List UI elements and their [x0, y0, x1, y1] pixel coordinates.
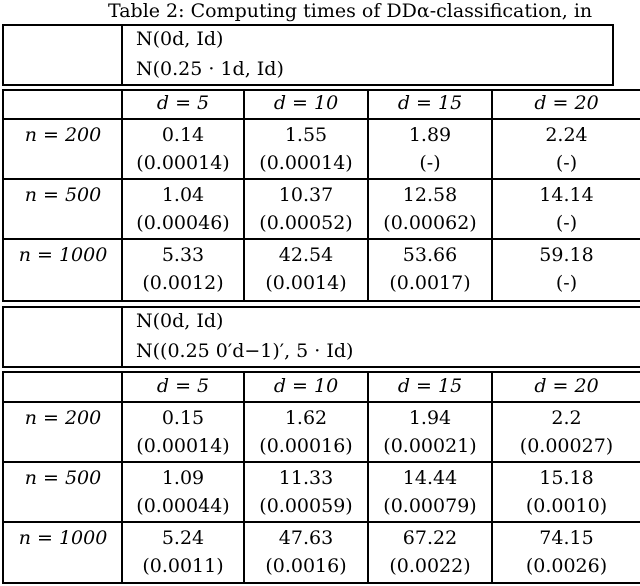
row-label: n = 1000 [18, 527, 108, 549]
time-value: 10.37 [278, 184, 334, 206]
error-value: (-) [555, 212, 578, 234]
header-d20: d = 20 [534, 92, 599, 114]
error-value: (0.00014) [259, 152, 353, 174]
distribution-line-2: N(0.25 · 1d, Id) [136, 58, 284, 80]
error-value: (0.00014) [136, 435, 230, 457]
row-label: n = 1000 [18, 244, 108, 266]
time-value: 1.04 [161, 184, 205, 206]
table-caption: Table 2: Computing times of DDα-classifi… [108, 0, 593, 22]
row-label: n = 200 [24, 407, 102, 429]
time-value: 1.62 [284, 407, 328, 429]
time-value: 5.33 [161, 244, 205, 266]
time-value: 0.15 [161, 407, 205, 429]
error-value: (0.0012) [142, 272, 224, 294]
error-value: (0.00059) [259, 495, 353, 517]
error-value: (-) [419, 152, 441, 174]
error-value: (0.0017) [389, 272, 471, 294]
error-value: (0.0014) [265, 272, 347, 294]
time-value: 14.44 [402, 467, 458, 489]
error-value: (0.0011) [142, 555, 224, 577]
time-value: 14.14 [539, 184, 594, 206]
error-value: (0.00052) [259, 212, 353, 234]
error-value: (0.0022) [389, 555, 471, 577]
distribution-line-2: N((0.25 0′d−1)′, 5 · Id) [136, 340, 354, 362]
time-value: 0.14 [161, 124, 205, 146]
header-d15: d = 15 [397, 375, 463, 397]
header-d5: d = 5 [156, 92, 210, 114]
error-value: (-) [555, 152, 578, 174]
error-value: (0.00021) [383, 435, 477, 457]
header-d20: d = 20 [534, 375, 599, 397]
time-value: 15.18 [539, 467, 594, 489]
time-value: 12.58 [402, 184, 458, 206]
time-value: 1.55 [284, 124, 328, 146]
header-d5: d = 5 [156, 375, 210, 397]
error-value: (0.00016) [259, 435, 353, 457]
row-label: n = 500 [24, 184, 102, 206]
time-value: 1.09 [161, 467, 205, 489]
distribution-line-1: N(0d, Id) [136, 28, 224, 50]
error-value: (-) [555, 272, 578, 294]
time-value: 42.54 [278, 244, 334, 266]
error-value: (0.00027) [519, 435, 614, 457]
row-label: n = 200 [24, 124, 102, 146]
header-d10: d = 10 [273, 375, 339, 397]
error-value: (0.0016) [265, 555, 347, 577]
time-value: 2.2 [551, 407, 582, 429]
error-value: (0.00044) [136, 495, 230, 517]
time-value: 53.66 [402, 244, 458, 266]
error-value: (0.00079) [383, 495, 477, 517]
error-value: (0.0010) [525, 495, 608, 517]
time-value: 74.15 [539, 527, 594, 549]
error-value: (0.00046) [136, 212, 230, 234]
header-d10: d = 10 [273, 92, 339, 114]
time-value: 1.94 [408, 407, 452, 429]
distribution-line-1: N(0d, Id) [136, 310, 224, 332]
error-value: (0.00014) [136, 152, 230, 174]
time-value: 11.33 [278, 467, 334, 489]
time-value: 2.24 [545, 124, 588, 146]
error-value: (0.0026) [525, 555, 608, 577]
error-value: (0.00062) [383, 212, 477, 234]
time-value: 47.63 [278, 527, 334, 549]
time-value: 1.89 [408, 124, 452, 146]
row-label: n = 500 [24, 467, 102, 489]
header-d15: d = 15 [397, 92, 463, 114]
time-value: 5.24 [161, 527, 205, 549]
time-value: 59.18 [539, 244, 594, 266]
time-value: 67.22 [402, 527, 458, 549]
